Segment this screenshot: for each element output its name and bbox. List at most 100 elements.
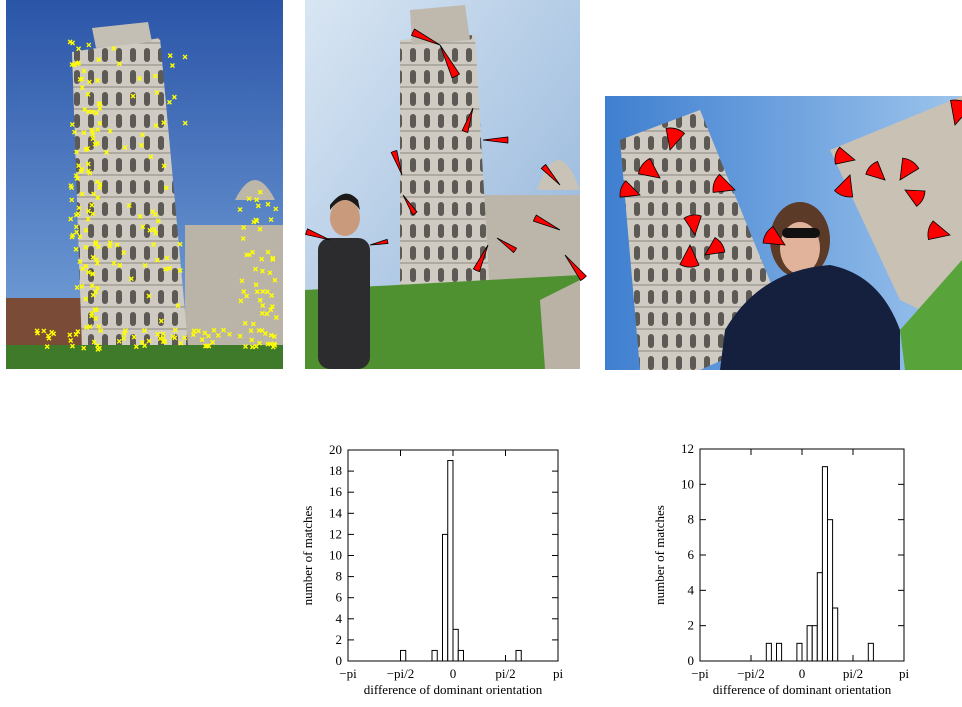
keypoint [140, 132, 146, 138]
keypoint [69, 197, 75, 203]
bar [400, 649, 407, 662]
keypoint [215, 332, 221, 338]
keypoint [89, 202, 95, 208]
keypoint [76, 163, 82, 169]
orientation-wedge [402, 194, 418, 216]
keypoint [79, 191, 85, 197]
keypoint [148, 154, 154, 160]
keypoint [97, 105, 103, 111]
keypoint [151, 226, 157, 232]
x-tick-label: pi [899, 666, 910, 681]
bar [867, 642, 874, 662]
keypoint [69, 122, 75, 128]
keypoint [221, 327, 226, 333]
keypoint [270, 344, 276, 350]
keypoint [95, 127, 101, 133]
keypoint [68, 216, 74, 222]
y-tick-label: 6 [688, 547, 695, 562]
keypoint [85, 216, 91, 222]
keypoint [226, 331, 232, 337]
keypoint [90, 254, 96, 260]
keypoint [237, 333, 243, 339]
keypoint [182, 54, 188, 60]
keypoint [272, 277, 278, 283]
keypoint [86, 269, 91, 275]
keypoint [142, 343, 148, 349]
orientation-wedge [619, 180, 641, 198]
grass [305, 275, 580, 369]
keypoint [90, 271, 96, 277]
keypoint [166, 99, 172, 105]
orientation-wedge [540, 163, 561, 186]
keypoint [84, 325, 90, 331]
keypoint [182, 335, 188, 341]
keypoint [160, 339, 166, 345]
keypoint [252, 266, 258, 272]
keypoint [259, 310, 265, 316]
keypoint [257, 189, 263, 195]
y-axis-label: number of matches [300, 506, 315, 606]
keypoint [104, 149, 110, 155]
keypoint [260, 302, 266, 308]
keypoint [69, 185, 75, 191]
keypoint [167, 53, 173, 59]
keypoint [265, 249, 271, 255]
keypoint [142, 328, 148, 334]
keypoint [211, 327, 217, 333]
histogram: 0 2 4 6 8 10 12 −pi −pi/2 0 pi/2 pi difference of do… [652, 441, 909, 697]
keypoint [85, 161, 91, 167]
keypoint [114, 242, 120, 248]
keypoint [69, 62, 75, 68]
keypoint [146, 338, 152, 344]
keypoint [51, 331, 57, 337]
keypoint [69, 343, 75, 349]
bar [811, 625, 818, 662]
keypoint [153, 230, 159, 236]
keypoint [166, 265, 172, 271]
keypoint [93, 239, 99, 245]
orientation-wedge [482, 136, 509, 144]
keypoint [140, 224, 146, 230]
keypoint [94, 260, 100, 266]
keypoint [83, 244, 89, 250]
keypoint [154, 257, 160, 263]
keypoint [76, 46, 82, 52]
keypoint [74, 149, 80, 155]
bar [457, 649, 465, 662]
bar [441, 533, 449, 662]
keypoint [79, 85, 85, 91]
bar [431, 649, 438, 662]
keypoint [241, 224, 247, 230]
orientation-wedge [762, 226, 786, 246]
sunglasses [782, 228, 820, 238]
cathedral [830, 96, 962, 330]
keypoint [248, 328, 254, 334]
keypoint [96, 323, 102, 329]
keypoint [257, 226, 263, 232]
orientation-wedge [712, 173, 736, 193]
tower [72, 38, 188, 350]
orientation-wedge [532, 214, 561, 231]
dome [235, 180, 275, 200]
keypoint [95, 195, 101, 201]
x-tick-label: pi/2 [843, 666, 863, 681]
orientation-wedge [472, 244, 489, 273]
keypoint [151, 242, 157, 248]
keypoint [73, 173, 79, 179]
keypoint [265, 201, 271, 207]
x-tick-label: −pi/2 [737, 666, 765, 681]
x-tick-label: 0 [450, 666, 457, 681]
keypoint [244, 293, 250, 299]
y-tick-label: 10 [329, 548, 342, 563]
keypoint [85, 208, 91, 214]
keypoint [131, 334, 137, 340]
bar [827, 519, 834, 662]
keypoint [72, 129, 78, 135]
keypoint [269, 293, 275, 299]
keypoint [89, 283, 95, 289]
y-tick-label: 4 [688, 582, 695, 597]
keypoint [95, 78, 101, 84]
keypoint [97, 181, 103, 187]
x-tick-label: −pi/2 [387, 666, 415, 681]
keypoints [34, 39, 279, 352]
